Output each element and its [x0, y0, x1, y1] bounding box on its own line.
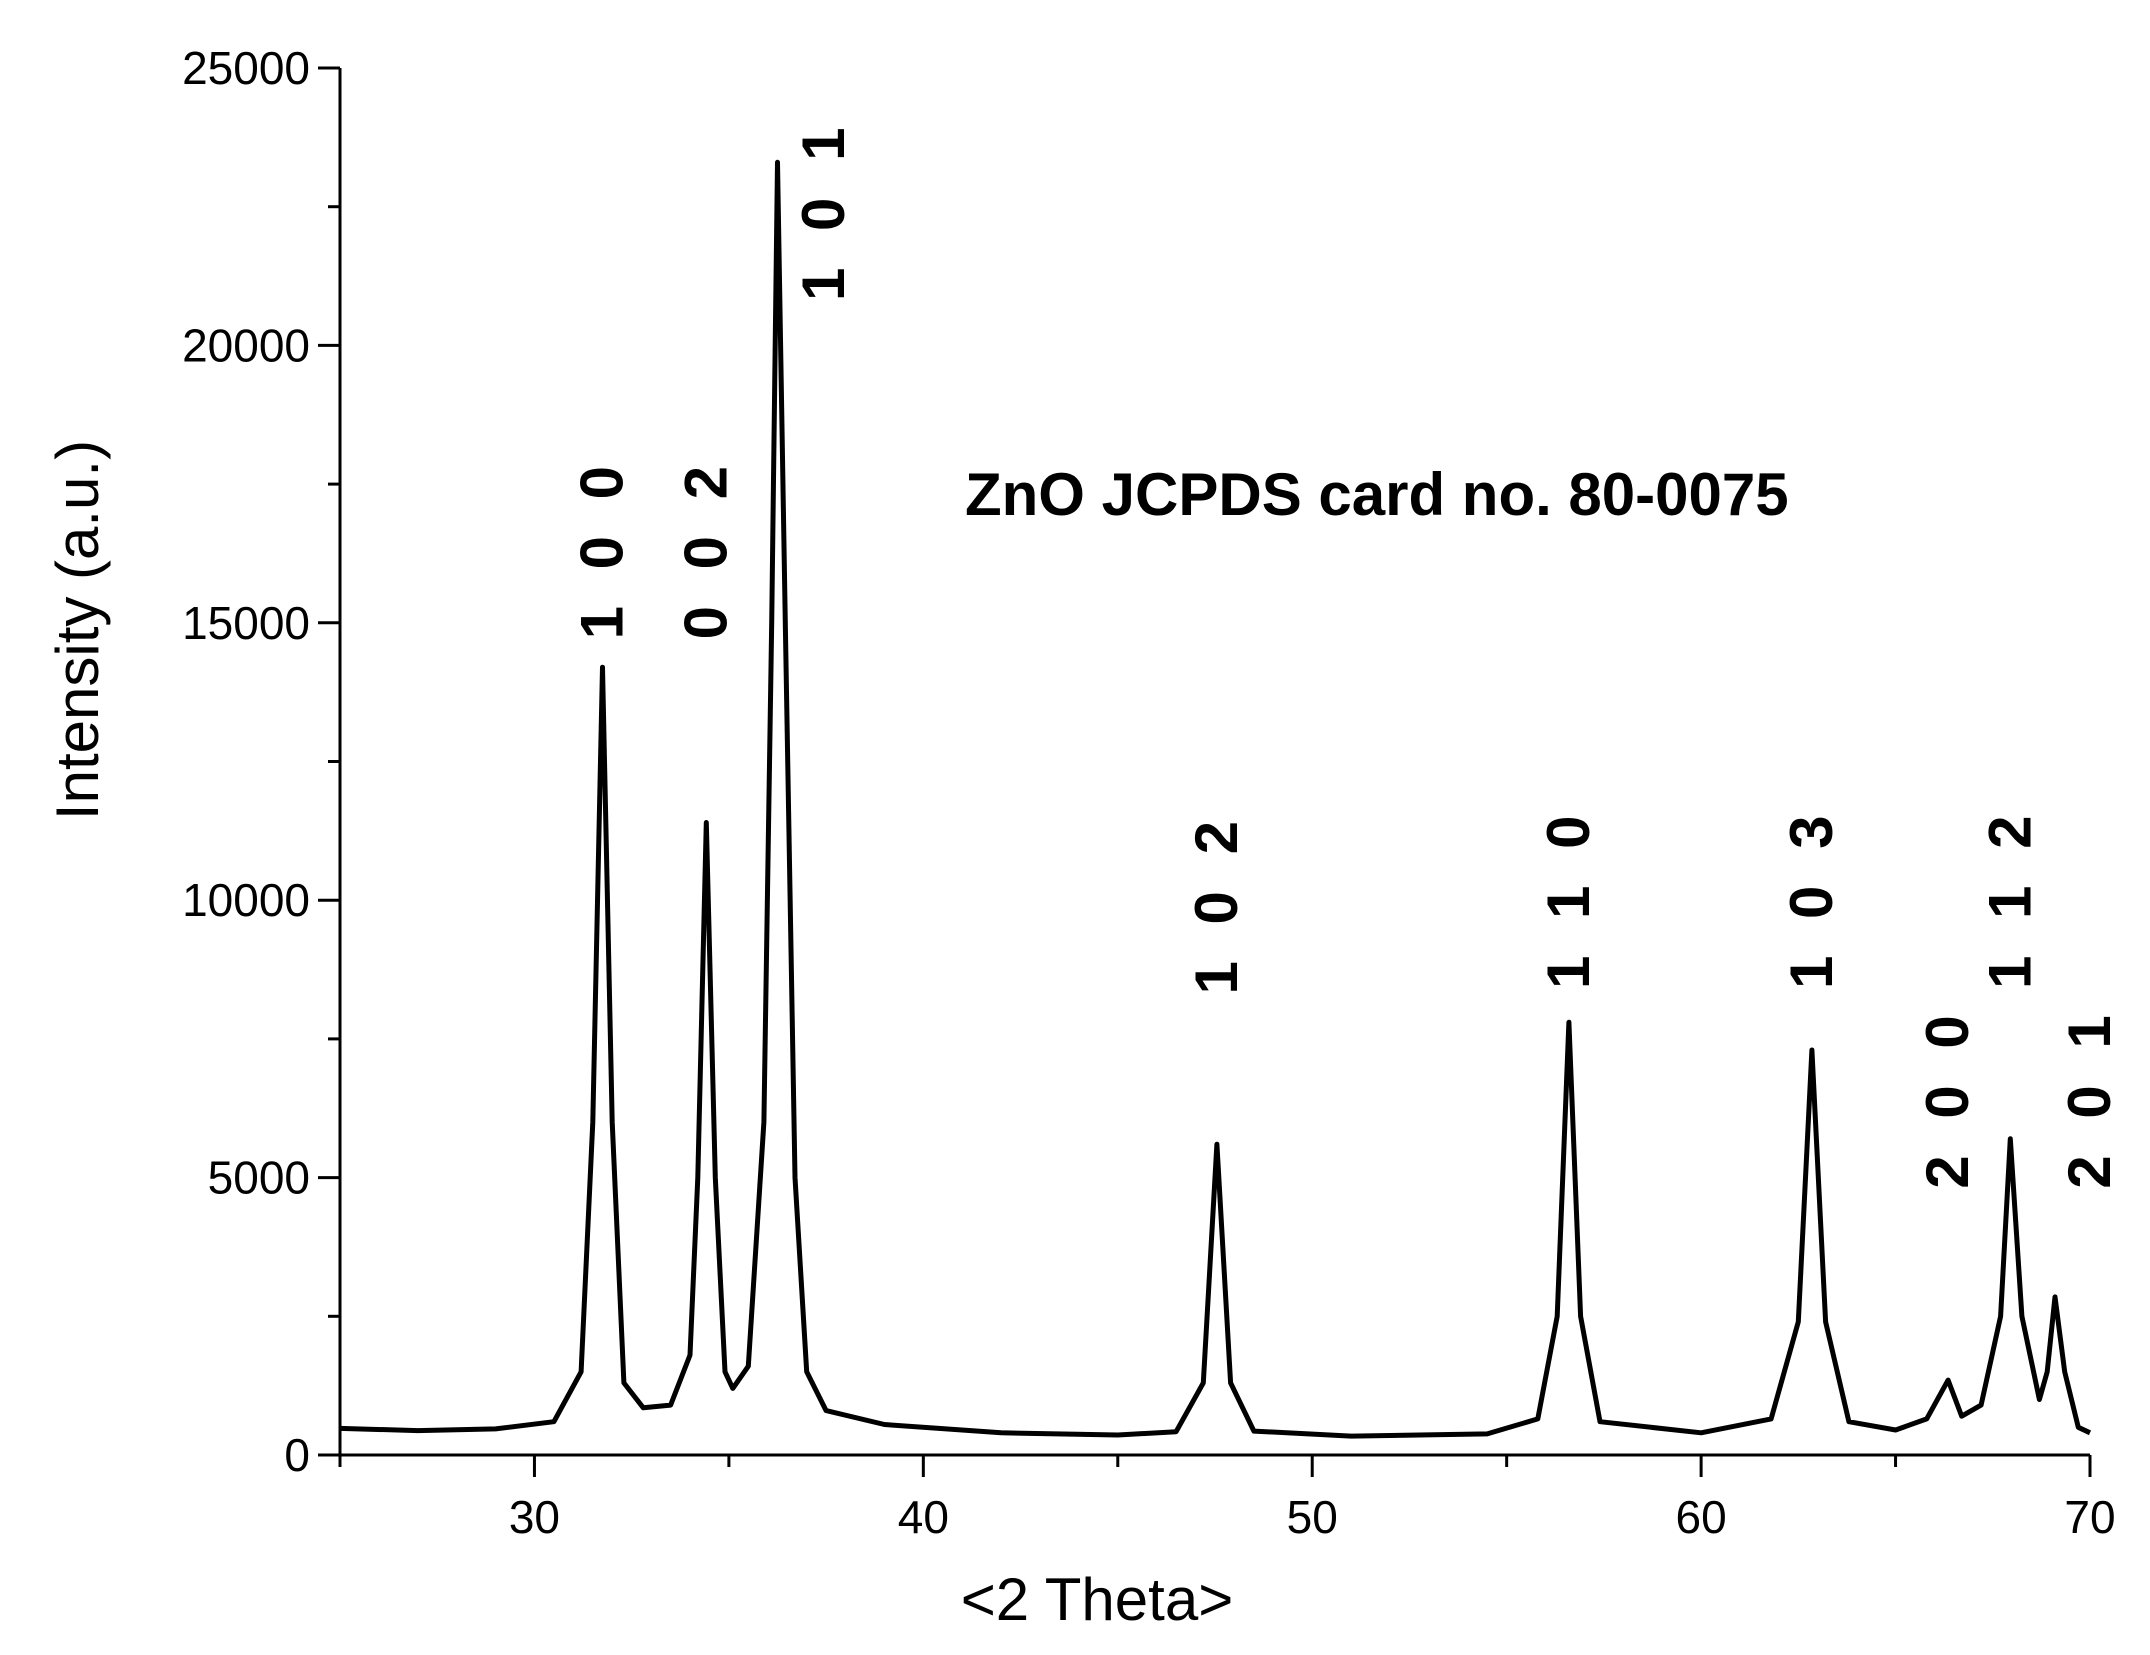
peak-label: 1 1 2: [1976, 806, 2043, 989]
peak-label: 1 0 0: [569, 456, 636, 639]
y-tick-label: 0: [284, 1429, 310, 1481]
peak-label: 1 1 0: [1535, 806, 1602, 989]
peak-label: 2 0 1: [2056, 1005, 2123, 1188]
x-axis: 30 40 50 60 70: [338, 1453, 2116, 1543]
peak-labels: 1 0 0 0 0 2 1 0 1 1 0 2 1 1 0 1 0 3 2 0 0 1 1 2…: [569, 118, 2124, 1189]
x-tick-label: 30: [509, 1491, 560, 1543]
peak-label: 1 0 2: [1183, 811, 1250, 994]
peak-label: 1 0 3: [1778, 806, 1845, 989]
peak-label: 0 0 2: [672, 456, 739, 639]
x-axis-label: <2 Theta>: [961, 1566, 1233, 1633]
x-tick-label: 50: [1287, 1491, 1338, 1543]
series-line: [339, 159, 2092, 1439]
peak-label: 2 0 0: [1914, 1005, 1981, 1188]
y-tick-label: 25000: [182, 42, 310, 94]
x-tick-label: 70: [2064, 1491, 2115, 1543]
y-tick-label: 5000: [208, 1152, 310, 1204]
y-axis: 0 5000 10000 15000 20000 25000: [182, 42, 342, 1481]
y-tick-label: 20000: [182, 319, 310, 371]
peak-label: 1 0 1: [790, 118, 857, 301]
y-tick-label: 15000: [182, 597, 310, 649]
jcpds-annotation: ZnO JCPDS card no. 80-0075: [965, 461, 1789, 528]
y-axis-label: Intensity (a.u.): [44, 440, 111, 820]
x-tick-label: 40: [898, 1491, 949, 1543]
y-tick-label: 10000: [182, 874, 310, 926]
x-tick-label: 60: [1676, 1491, 1727, 1543]
